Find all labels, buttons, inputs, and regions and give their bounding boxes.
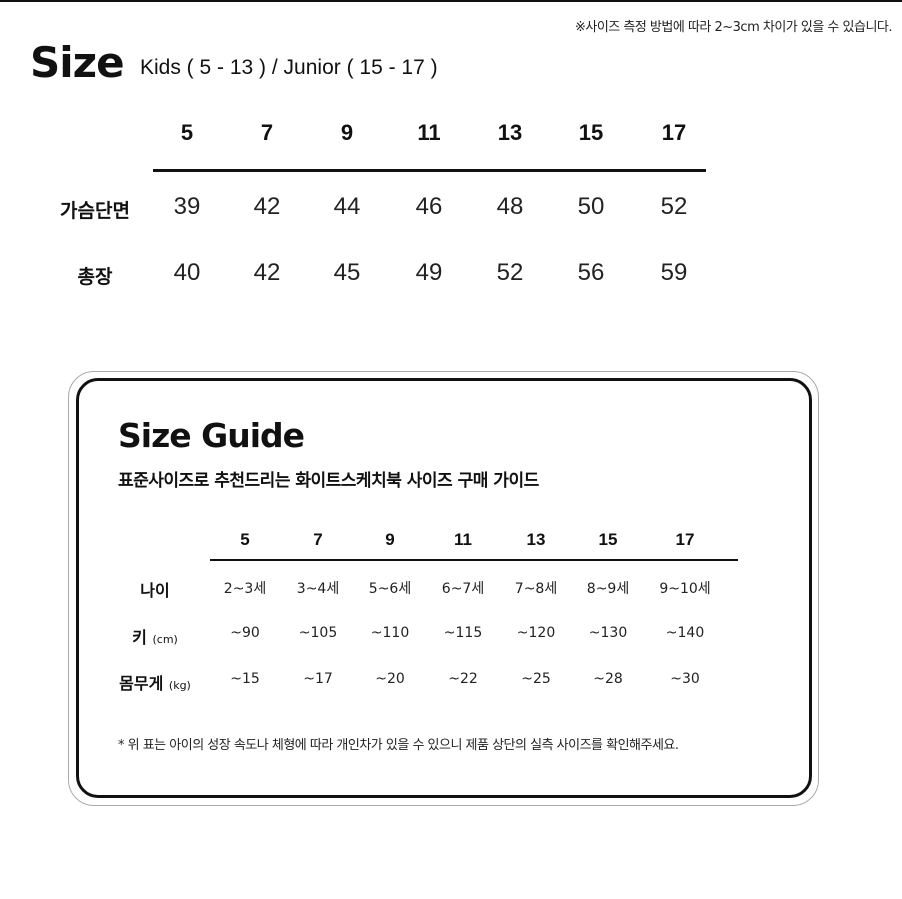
size-header: 15: [578, 120, 604, 145]
size-cell: 48: [496, 193, 524, 220]
size-cell: 46: [415, 193, 443, 220]
row-label: 가슴단면: [60, 200, 130, 222]
guide-row-name: 키: [132, 628, 147, 647]
size-cell: 44: [333, 193, 361, 220]
size-header: 5: [180, 120, 194, 145]
guide-cell: 3~4세: [296, 581, 340, 597]
size-header: 9: [340, 120, 354, 145]
row-label: 총장: [77, 266, 113, 288]
guide-cell: ~110: [370, 625, 410, 641]
size-cell: 39: [173, 193, 201, 220]
guide-cell: ~25: [521, 671, 551, 687]
guide-row-label: 키 (cm): [132, 624, 178, 648]
guide-header: 5: [240, 530, 250, 549]
guide-header: 9: [385, 530, 395, 549]
size-header: 13: [497, 120, 523, 145]
guide-row-label: 나이: [140, 577, 169, 601]
guide-cell: ~28: [593, 671, 623, 687]
guide-cell: 2~3세: [223, 581, 267, 597]
guide-cell: ~22: [448, 671, 478, 687]
size-cell: 52: [496, 259, 524, 286]
guide-header: 11: [454, 530, 472, 549]
guide-cell: ~17: [303, 671, 333, 687]
size-cell: 50: [577, 193, 605, 220]
guide-cell: 9~10세: [659, 581, 711, 597]
size-header: 7: [260, 120, 274, 145]
guide-cell: ~90: [230, 625, 260, 641]
guide-cell: ~15: [230, 671, 260, 687]
guide-subtitle: 표준사이즈로 추천드리는 화이트스케치북 사이즈 구매 가이드: [118, 471, 539, 491]
guide-header: 15: [598, 530, 618, 549]
guide-cell: ~130: [588, 625, 628, 641]
size-cell: 56: [577, 259, 605, 286]
guide-box: [76, 378, 812, 798]
guide-row-unit: (kg): [168, 679, 191, 692]
size-cell: 40: [173, 259, 201, 286]
guide-title: Size Guide: [118, 416, 305, 455]
size-range-subtitle: Kids ( 5 - 13 ) / Junior ( 15 - 17 ): [140, 56, 438, 79]
guide-box-outline: [68, 371, 819, 806]
guide-header: 13: [526, 530, 546, 549]
guide-row-unit: (cm): [152, 633, 178, 646]
guide-cell: ~120: [516, 625, 556, 641]
guide-cell: 5~6세: [368, 581, 412, 597]
guide-cell: ~140: [665, 625, 705, 641]
size-cell: 59: [660, 259, 688, 286]
size-header: 17: [661, 120, 687, 145]
size-cell: 42: [253, 259, 281, 286]
size-cell: 49: [415, 259, 443, 286]
guide-header: 7: [313, 530, 323, 549]
size-cell: 42: [253, 193, 281, 220]
guide-header: 17: [675, 530, 695, 549]
guide-cell: 6~7세: [441, 581, 485, 597]
size-cell: 52: [660, 193, 688, 220]
measurement-note: ※사이즈 측정 방법에 따라 2~3cm 차이가 있을 수 있습니다.: [574, 20, 893, 35]
page-title: Size: [30, 38, 125, 87]
guide-row-name: 나이: [140, 581, 170, 600]
guide-header-rule: [210, 559, 738, 561]
guide-cell: ~20: [375, 671, 405, 687]
guide-cell: ~105: [298, 625, 338, 641]
guide-footnote: * 위 표는 아이의 성장 속도나 체형에 따라 개인차가 있을 수 있으니 제…: [118, 738, 679, 753]
guide-cell: ~30: [670, 671, 700, 687]
guide-row-name: 몸무게: [119, 674, 164, 693]
size-cell: 45: [333, 259, 361, 286]
size-header: 11: [417, 120, 441, 145]
guide-cell: 8~9세: [586, 581, 630, 597]
header-rule: [153, 169, 706, 172]
guide-row-label: 몸무게 (kg): [119, 670, 191, 694]
guide-cell: ~115: [443, 625, 483, 641]
guide-cell: 7~8세: [514, 581, 558, 597]
top-divider: [0, 0, 902, 2]
